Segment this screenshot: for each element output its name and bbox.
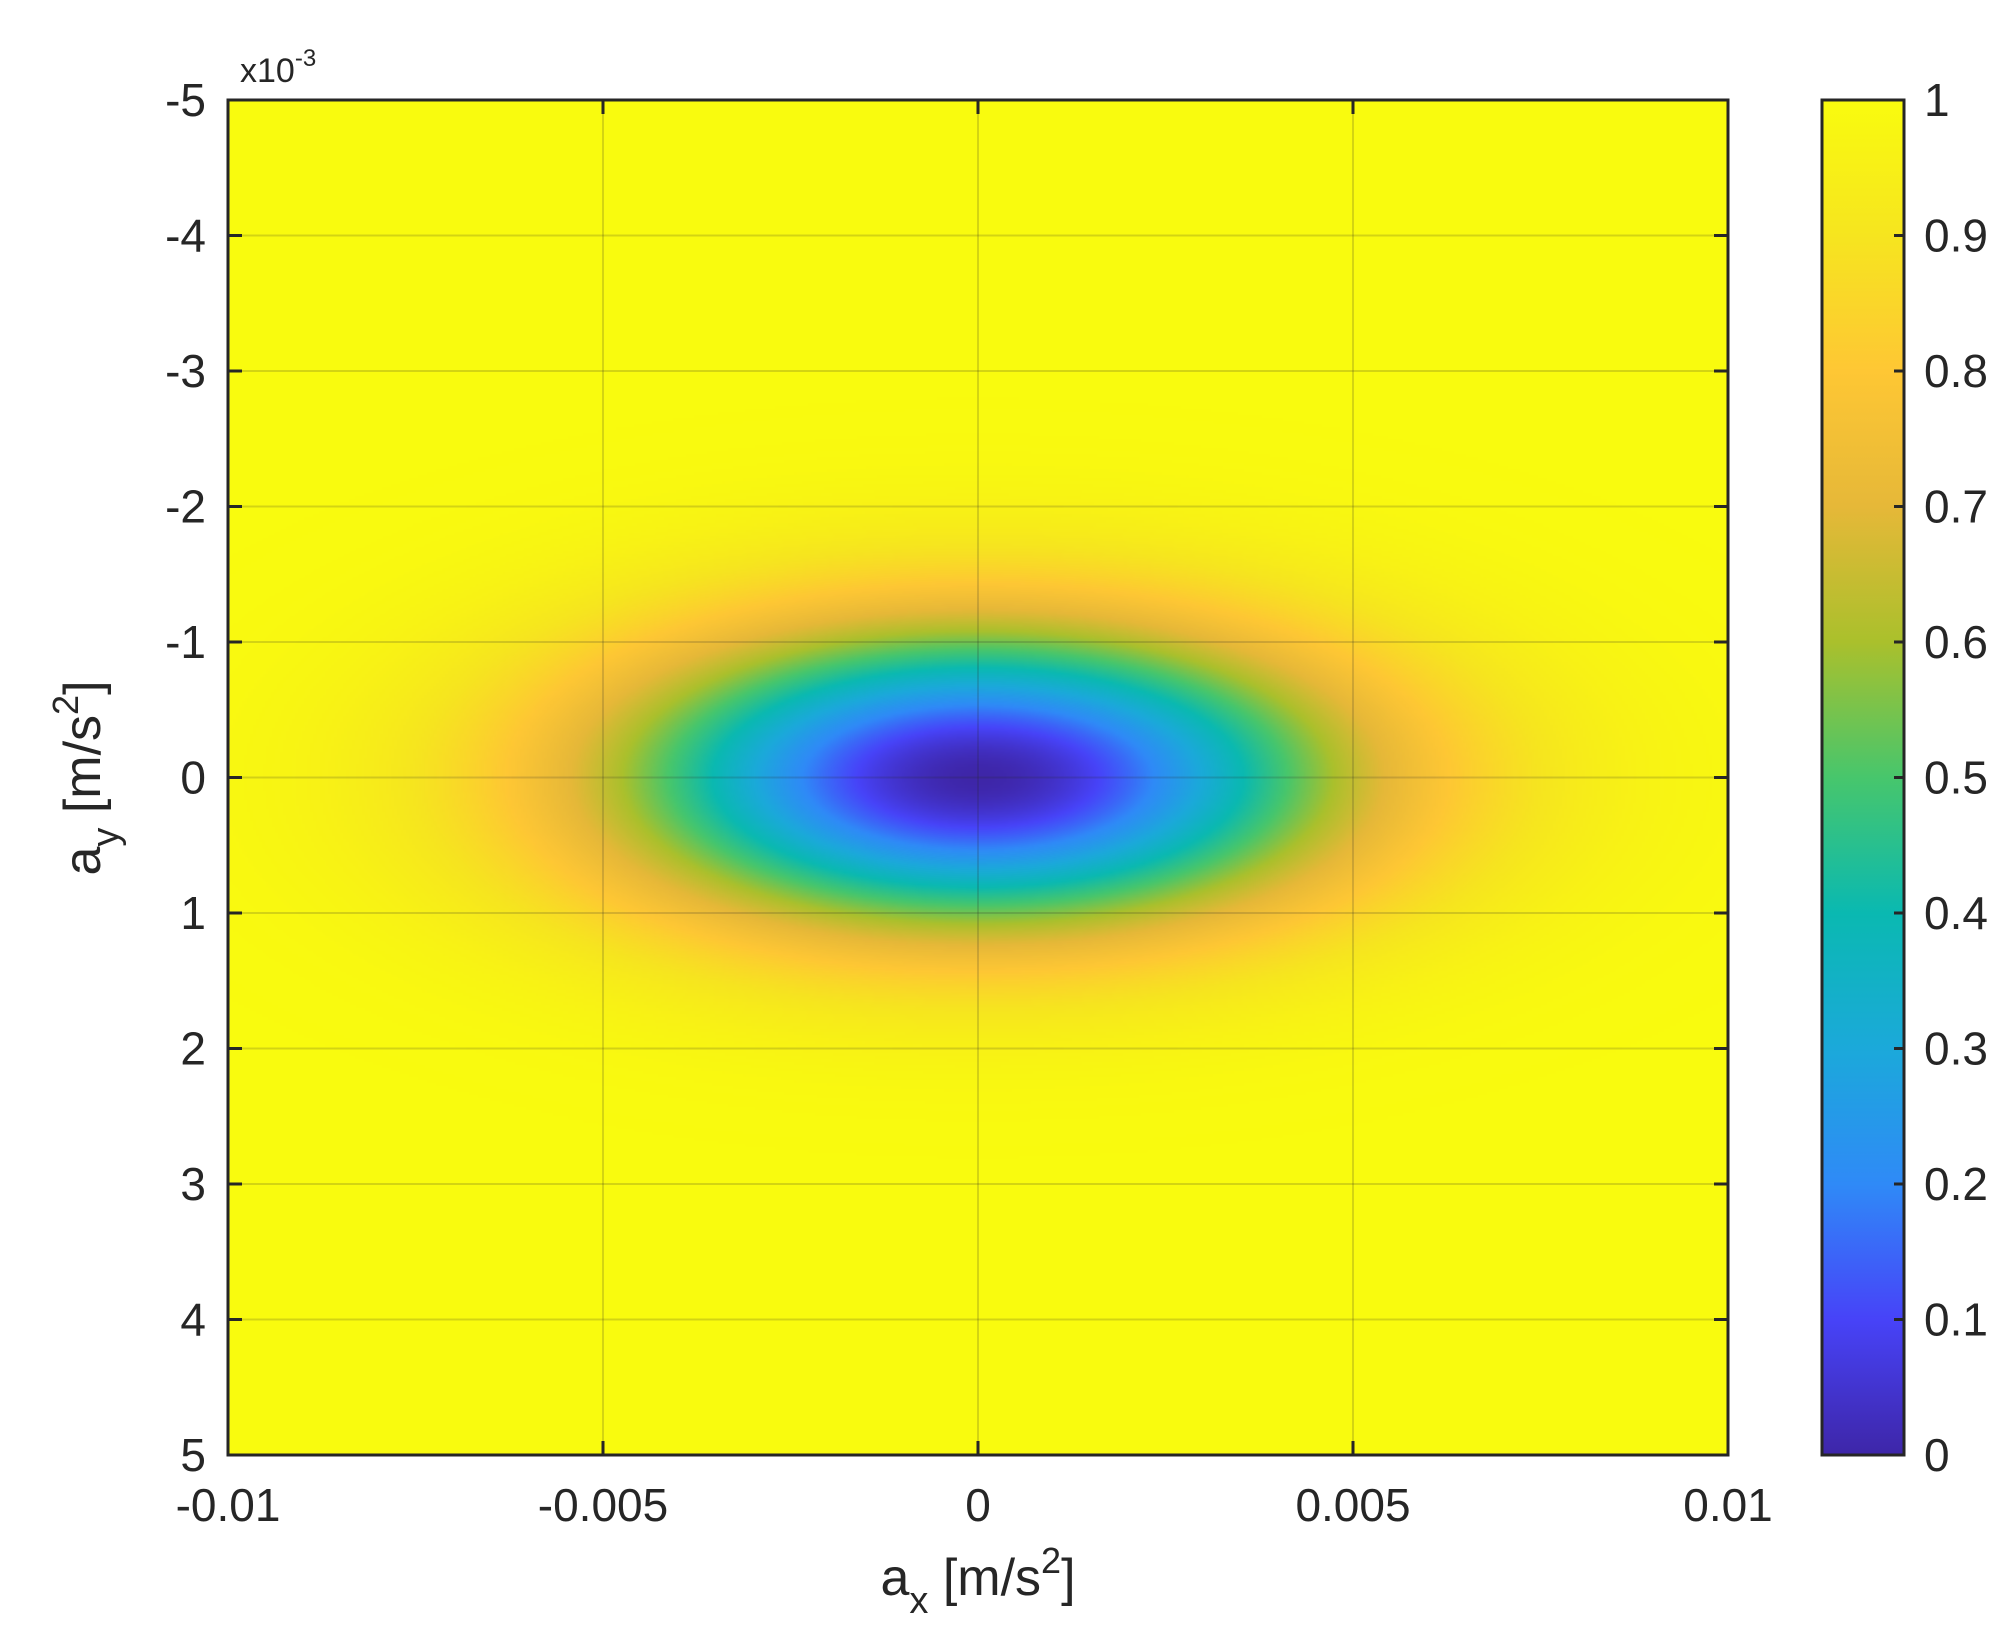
y-exponent-label: x10-3	[240, 45, 316, 90]
y-tick-label: -4	[165, 210, 206, 262]
y-tick-label: -2	[165, 481, 206, 533]
colorbar-ticks	[1894, 98, 1904, 1457]
y-tick-label: 0	[180, 752, 206, 804]
x-tick-label: -0.005	[538, 1479, 668, 1531]
x-tick-labels: -0.01 -0.005 0 0.005 0.01	[176, 1479, 1773, 1531]
y-axis-label: ay [m/s2]	[45, 680, 127, 875]
x-axis-label: ax [m/s2]	[880, 1540, 1075, 1622]
y-tick-label: 1	[180, 887, 206, 939]
y-tick-label: -5	[165, 74, 206, 126]
y-tick-label: -3	[165, 345, 206, 397]
colorbar-tick-label: 0.3	[1924, 1023, 1988, 1075]
x-tick-label: 0.01	[1683, 1479, 1773, 1531]
x-tick-label: 0.005	[1295, 1479, 1410, 1531]
x-tick-label: -0.01	[176, 1479, 281, 1531]
y-tick-label: 4	[180, 1294, 206, 1346]
colorbar-tick-labels: 0 0.1 0.2 0.3 0.4 0.5 0.6 0.7 0.8 0.9 1	[1924, 74, 1988, 1481]
y-tick-label: 5	[180, 1429, 206, 1481]
colorbar-tick-label: 0.7	[1924, 481, 1988, 533]
colorbar-tick-label: 0.8	[1924, 345, 1988, 397]
colorbar-tick-label: 1	[1924, 74, 1950, 126]
colorbar-tick-label: 0.4	[1924, 887, 1988, 939]
colorbar-tick-label: 0.2	[1924, 1158, 1988, 1210]
y-tick-label: 2	[180, 1023, 206, 1075]
colorbar	[1820, 98, 1906, 1457]
y-tick-labels: -5 -4 -3 -2 -1 0 1 2 3 4 5	[165, 74, 206, 1481]
grid-lines	[228, 100, 1728, 1455]
colorbar-tick-label: 0.1	[1924, 1294, 1988, 1346]
x-tick-label: 0	[965, 1479, 991, 1531]
heatmap-image	[228, 100, 1728, 1455]
colorbar-tick-label: 0.6	[1924, 616, 1988, 668]
colorbar-tick-label: 0.9	[1924, 210, 1988, 262]
colorbar-tick-label: 0.5	[1924, 752, 1988, 804]
axis-ticks	[226, 98, 1730, 1457]
y-tick-label: 3	[180, 1158, 206, 1210]
y-tick-label: -1	[165, 616, 206, 668]
colorbar-tick-label: 0	[1924, 1429, 1950, 1481]
